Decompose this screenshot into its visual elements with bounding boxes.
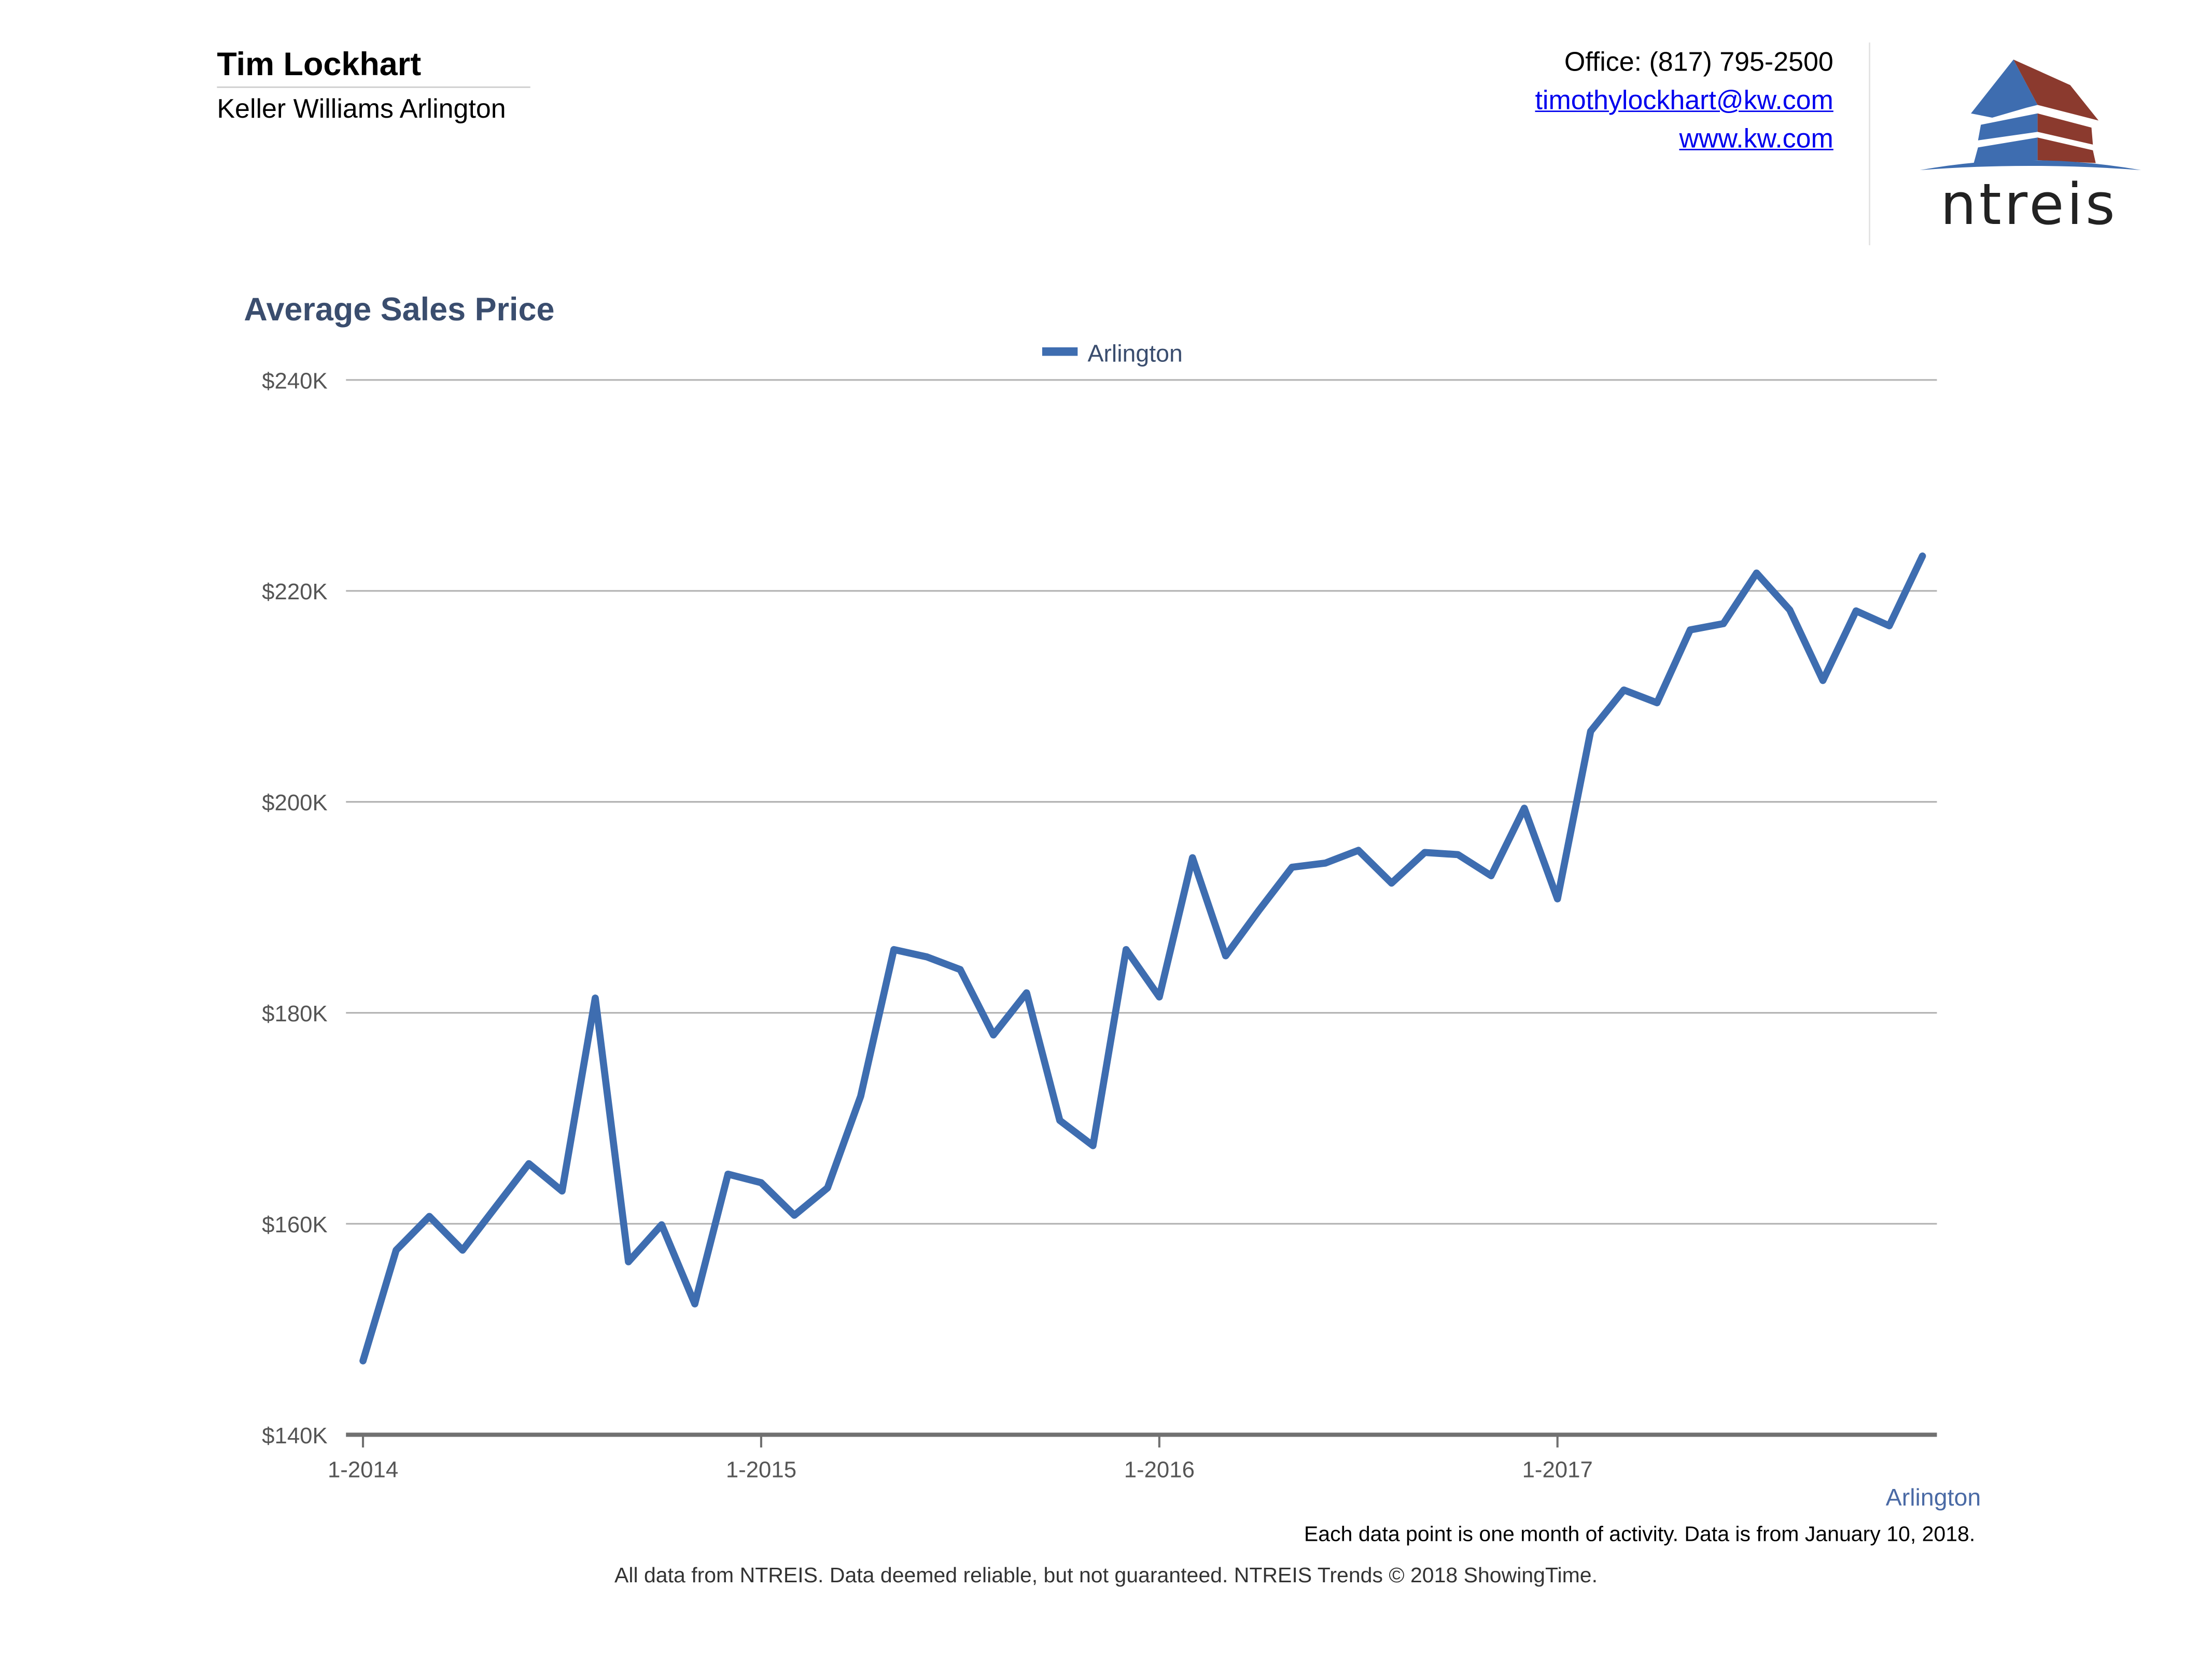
footer-disclaimer: All data from NTREIS. Data deemed reliab… (614, 1564, 1598, 1588)
data-point (429, 1216, 430, 1217)
x-tick-label: 1-2014 (328, 1457, 398, 1482)
x-tick-label: 1-2016 (1124, 1457, 1195, 1482)
data-point (960, 969, 961, 970)
y-tick-label: $160K (262, 1212, 328, 1238)
x-tick-label: 1-2017 (1522, 1457, 1593, 1482)
chart-title: Average Sales Price (244, 290, 555, 328)
y-tick-label: $240K (262, 368, 328, 393)
divider (217, 86, 530, 88)
data-note: Each data point is one month of activity… (1304, 1522, 1976, 1547)
data-point (794, 1215, 795, 1216)
data-point (628, 1261, 629, 1262)
ntreis-logo: ntreis (1920, 59, 2141, 231)
data-point (1424, 852, 1425, 853)
y-tick-label: $220K (262, 579, 328, 604)
data-point (1623, 690, 1624, 691)
divider (1869, 43, 1870, 246)
legend-label: Arlington (1087, 340, 1182, 367)
y-tick-label: $140K (262, 1423, 328, 1449)
logo-text: ntreis (1940, 171, 2118, 231)
agent-company: Keller Williams Arlington (217, 95, 506, 125)
series-line-arlington (359, 552, 1926, 1365)
data-point (727, 1174, 729, 1175)
email-link[interactable]: timothylockhart@kw.com (1535, 86, 1833, 117)
office-phone: Office: (817) 795-2500 (1564, 48, 1833, 78)
data-point (1358, 850, 1359, 851)
data-point (1590, 731, 1591, 732)
data-point (1126, 949, 1127, 950)
x-tick-label: 1-2015 (726, 1457, 796, 1482)
legend-swatch (1042, 347, 1078, 356)
y-tick-label: $180K (262, 1001, 328, 1027)
website-link[interactable]: www.kw.com (1679, 124, 1833, 155)
agent-name: Tim Lockhart (217, 45, 422, 82)
y-tick-label: $200K (262, 790, 328, 816)
data-point (595, 997, 596, 999)
series-label: Arlington (1885, 1484, 1981, 1512)
